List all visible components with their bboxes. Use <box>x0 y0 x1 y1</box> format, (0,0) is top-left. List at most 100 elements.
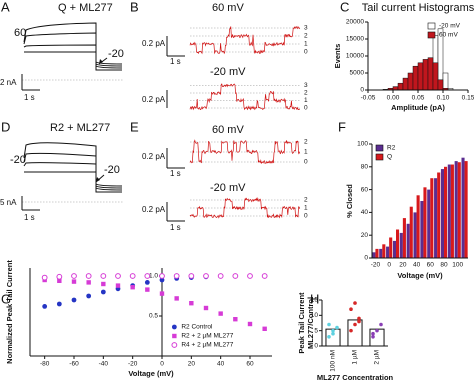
data-point <box>331 328 335 333</box>
level-label: 2 <box>304 90 308 97</box>
channel-trace <box>189 25 301 55</box>
scale-label: 1 s <box>170 169 181 178</box>
x-tick-label: 80 <box>440 262 448 269</box>
legend-swatch <box>427 22 436 30</box>
axes <box>367 22 468 91</box>
trace-label: -20 mV <box>210 66 246 78</box>
y-axis-label: Events <box>333 44 342 69</box>
histogram-bar <box>427 57 434 91</box>
legend-label: R2 <box>387 145 396 152</box>
trace <box>23 142 123 187</box>
y-tick-label: 5 <box>314 327 318 334</box>
scale-label: 0.2 pA <box>142 205 166 214</box>
y-tick-label: 1.0 <box>149 273 158 280</box>
channel-trace <box>189 139 301 165</box>
bar <box>420 201 424 258</box>
y-tick-label: 15000 <box>346 36 364 43</box>
data-point <box>218 311 223 316</box>
axes <box>371 144 468 259</box>
y-tick-label: 0.5 <box>149 313 158 320</box>
histogram-bar <box>397 82 404 91</box>
histogram-bar <box>407 72 414 91</box>
x-tick-label: 20 <box>399 262 407 269</box>
bar <box>457 162 461 258</box>
level-label: 1 <box>304 149 308 156</box>
bar <box>423 187 427 258</box>
data-point <box>371 335 375 339</box>
legend-swatch <box>375 144 384 152</box>
trace <box>23 152 123 189</box>
bar <box>434 178 438 258</box>
x-tick-label: 0 <box>387 262 391 269</box>
panel-letter: B <box>130 0 139 14</box>
y-tick-label: 10000 <box>346 53 364 60</box>
data-point <box>159 277 165 283</box>
data-point <box>189 301 194 306</box>
trace-label: 60 mV <box>212 2 244 14</box>
scale-label: 0.2 pA <box>142 152 166 161</box>
scale-label: 5 nA <box>0 198 17 207</box>
bar <box>379 248 383 258</box>
data-point <box>42 304 48 309</box>
bar <box>437 172 441 258</box>
histogram-bar <box>422 59 429 91</box>
data-point <box>375 328 379 333</box>
data-point <box>379 322 383 327</box>
chart-title: Tail current Histograms <box>362 2 474 14</box>
level-label: 0 <box>304 105 308 112</box>
y-tick-label: 5000 <box>350 70 365 77</box>
data-point <box>57 278 62 283</box>
data-point <box>335 325 339 330</box>
x-axis-label: ML277 Concentration <box>317 373 394 382</box>
x-tick-label: -20 <box>128 361 138 368</box>
bar <box>450 164 454 258</box>
histogram-bar <box>392 86 399 91</box>
trace-label: -20 mV <box>210 182 246 194</box>
bar <box>416 195 420 258</box>
trace <box>23 44 123 69</box>
data-point <box>115 273 121 279</box>
data-point <box>100 273 107 279</box>
data-point <box>188 273 195 279</box>
data-point <box>262 326 267 331</box>
x-tick-label: -60 <box>69 361 79 368</box>
x-axis-label: Amplitude (pA) <box>391 103 445 112</box>
data-point <box>71 279 77 284</box>
histogram-bar <box>402 77 409 91</box>
legend-marker <box>171 342 178 348</box>
bar <box>427 189 431 258</box>
bar <box>454 161 458 258</box>
data-point <box>327 322 331 327</box>
x-tick-label: 100 nM <box>330 350 337 372</box>
y-tick-label: 20 <box>361 232 369 239</box>
x-tick-label: 0.15 <box>462 95 474 102</box>
voltage-label: -20 <box>108 48 124 60</box>
bar <box>464 161 468 258</box>
voltage-label: -20 <box>10 154 26 166</box>
channel-trace <box>189 197 301 219</box>
scale-label: 0.2 pA <box>142 39 166 48</box>
channel-trace <box>189 83 301 111</box>
bar <box>389 237 393 258</box>
data-point <box>233 317 238 322</box>
level-label: 2 <box>304 197 308 204</box>
scale-label: 1 s <box>24 93 35 102</box>
data-point <box>71 273 77 279</box>
trace <box>24 51 122 71</box>
panel-title: R2 + ML277 <box>50 122 110 134</box>
data-point <box>85 273 92 279</box>
data-point <box>261 273 268 279</box>
data-point <box>144 273 151 279</box>
level-label: 1 <box>304 205 308 212</box>
scale-label: 1 s <box>24 213 35 222</box>
y-axis-label: % Closed <box>345 184 354 218</box>
panel-letter: G <box>1 291 11 306</box>
panel-letter: A <box>1 0 10 14</box>
x-tick-label: -20 <box>371 262 381 269</box>
x-tick-label: 40 <box>217 361 225 368</box>
bar <box>430 178 434 258</box>
x-tick-label: -0.05 <box>361 95 376 102</box>
y-tick-label: 15 <box>311 297 319 304</box>
legend-label: 60 mV <box>439 32 458 39</box>
bar <box>386 246 390 258</box>
